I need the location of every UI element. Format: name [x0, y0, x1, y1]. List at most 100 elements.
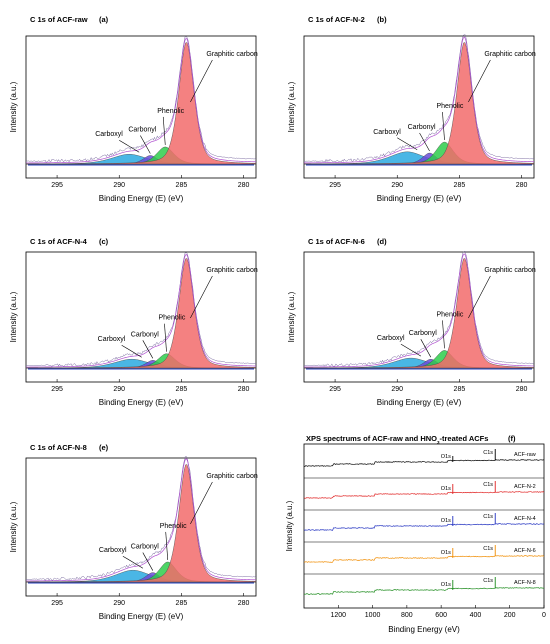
- x-axis-label: Binding Energy (eV): [388, 625, 460, 634]
- arrow-phenolic: [162, 116, 166, 145]
- plot-frame: [303, 35, 535, 179]
- annotation-carbonyl: Carbonyl: [128, 126, 156, 133]
- x-tick-label: 280: [238, 600, 250, 607]
- x-tick-label: 285: [176, 182, 188, 189]
- x-tick-label: 290: [391, 182, 403, 189]
- panel-title: C 1s of ACF-N-6: [308, 237, 365, 246]
- panel-e: 295 290 285 280 Binding Energy (E) (eV) Inten…: [0, 428, 272, 644]
- peak-graphitic-carbon: [303, 258, 535, 369]
- x-axis-label: Binding Energy (E) (eV): [99, 194, 184, 203]
- panel-title: XPS spectrums of ACF-raw and HNO3-treate…: [306, 434, 488, 445]
- o1s-label: O1s: [441, 550, 451, 556]
- arrow-graphitic-carbon: [468, 275, 491, 319]
- x-tick-label: 285: [176, 600, 188, 607]
- panel-f: XPS spectrums of ACF-raw and HNO3-treate…: [278, 428, 550, 644]
- arrow-graphitic-carbon: [190, 275, 213, 319]
- arrow-graphitic-carbon: [190, 481, 213, 525]
- annotation-carbonyl: Carbonyl: [131, 331, 159, 338]
- x-tick-label: 200: [504, 612, 516, 619]
- arrow-carboxyl: [397, 137, 418, 151]
- x-tick-label: 290: [113, 182, 125, 189]
- annotation-phenolic: Phenolic: [160, 523, 187, 530]
- y-axis-label: Intensity (a.u.): [9, 501, 18, 552]
- panel-tag: (b): [377, 15, 387, 24]
- series-label-acf-n-8: ACF-N-8: [514, 580, 536, 586]
- arrow-carboxyl: [122, 555, 144, 569]
- chart-e: 295 290 285 280 Binding Energy (E) (eV) Inten…: [9, 443, 258, 621]
- series-label-acf-n-4: ACF-N-4: [514, 516, 536, 522]
- annotation-carbonyl: Carbonyl: [408, 124, 436, 131]
- x-tick-label: 1200: [330, 612, 346, 619]
- arrow-graphitic-carbon: [190, 59, 213, 103]
- annotation-graphitic-carbon: Graphitic carbon: [484, 51, 535, 58]
- plot-frame: [303, 443, 545, 609]
- c1s-label: C1s: [483, 482, 493, 488]
- arrow-carbonyl: [142, 552, 154, 571]
- panel-title: C 1s of ACF-N-8: [30, 443, 87, 452]
- annotation-graphitic-carbon: Graphitic carbon: [484, 267, 535, 274]
- chart-b: 295 290 285 280 Binding Energy (E) (eV) Inten…: [287, 15, 536, 203]
- o1s-label: O1s: [441, 582, 451, 588]
- c1s-label: C1s: [483, 450, 493, 456]
- series-label-acf-raw: ACF-raw: [514, 452, 536, 458]
- o1s-label: O1s: [441, 486, 451, 492]
- x-tick-label: 285: [176, 386, 188, 393]
- x-tick-label: 295: [51, 386, 63, 393]
- series-label-acf-n-2: ACF-N-2: [514, 484, 536, 490]
- series-label-acf-n-6: ACF-N-6: [514, 548, 536, 554]
- chart-d: 295 290 285 280 Binding Energy (E) (eV) Inten…: [287, 237, 536, 407]
- arrow-phenolic: [164, 323, 167, 352]
- peak-graphitic-carbon: [25, 464, 257, 583]
- peak-graphitic-carbon: [25, 258, 257, 369]
- fit-envelope-line: [25, 37, 257, 164]
- raw-spectrum-line: [25, 36, 257, 163]
- x-tick-label: 295: [329, 182, 341, 189]
- x-tick-label: 280: [516, 386, 528, 393]
- raw-spectrum-line: [303, 250, 535, 367]
- raw-spectrum-line: [25, 252, 257, 367]
- c1s-label: C1s: [483, 578, 493, 584]
- arrow-carbonyl: [140, 135, 151, 154]
- arrow-carbonyl: [420, 339, 432, 358]
- annotation-carboxyl: Carboxyl: [377, 335, 405, 342]
- x-tick-label: 280: [238, 386, 250, 393]
- fit-envelope-line: [25, 458, 257, 582]
- arrow-phenolic: [442, 112, 445, 141]
- c1s-label: C1s: [483, 546, 493, 552]
- panel-title: C 1s of ACF-N-4: [30, 237, 88, 246]
- arrow-graphitic-carbon: [468, 59, 491, 103]
- x-tick-label: 600: [435, 612, 447, 619]
- o1s-label: O1s: [441, 454, 451, 460]
- annotation-carboxyl: Carboxyl: [98, 336, 126, 343]
- annotation-phenolic: Phenolic: [157, 108, 184, 115]
- raw-spectrum-line: [25, 456, 257, 581]
- x-axis-label: Binding Energy (E) (eV): [377, 398, 462, 407]
- panel-tag: (d): [377, 237, 387, 246]
- x-tick-label: 290: [113, 600, 125, 607]
- panel-title: C 1s of ACF-raw: [30, 15, 88, 24]
- x-tick-label: 285: [454, 386, 466, 393]
- fit-envelope-line: [304, 36, 535, 164]
- annotation-carbonyl: Carbonyl: [131, 544, 159, 551]
- x-tick-label: 280: [238, 182, 250, 189]
- y-axis-label: Intensity (a.u.): [285, 500, 294, 551]
- fit-envelope-line: [304, 253, 535, 368]
- arrow-phenolic: [442, 320, 445, 349]
- x-tick-label: 290: [391, 386, 403, 393]
- x-tick-label: 0: [542, 612, 546, 619]
- panel-c: 295 290 285 280 Binding Energy (E) (eV) Inten…: [0, 222, 272, 428]
- x-axis-label: Binding Energy (E) (eV): [99, 398, 184, 407]
- panel-title: C 1s of ACF-N-2: [308, 15, 365, 24]
- panel-b: 295 290 285 280 Binding Energy (E) (eV) Inten…: [278, 0, 550, 222]
- survey-line-acf-raw: [303, 459, 545, 467]
- annotation-carboxyl: Carboxyl: [373, 129, 401, 136]
- annotation-phenolic: Phenolic: [436, 103, 463, 110]
- o1s-label: O1s: [441, 518, 451, 524]
- x-tick-label: 800: [401, 612, 413, 619]
- annotation-carboxyl: Carboxyl: [99, 547, 127, 554]
- x-tick-label: 285: [454, 182, 466, 189]
- peak-graphitic-carbon: [303, 42, 535, 165]
- survey-line-acf-n-4: [303, 523, 545, 531]
- arrow-carboxyl: [121, 344, 142, 358]
- x-tick-label: 295: [329, 386, 341, 393]
